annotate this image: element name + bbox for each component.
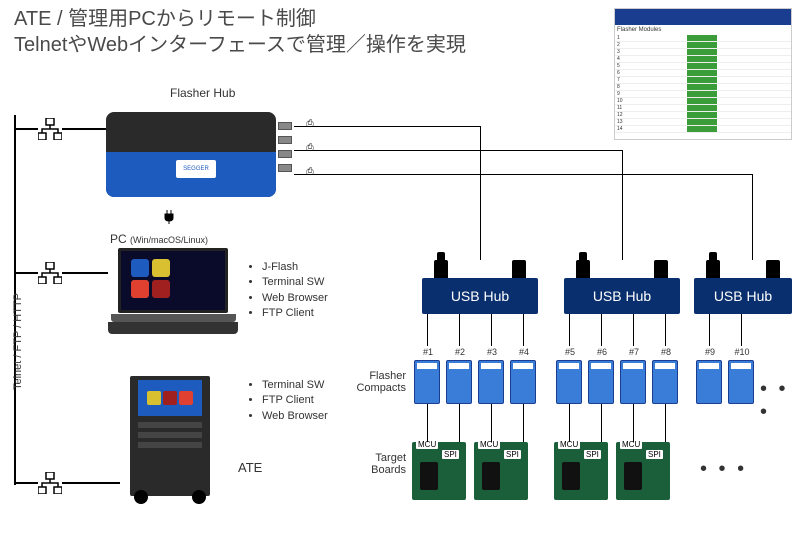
protocol-label: Telnet / FTP / HTTP — [12, 293, 24, 390]
usb-icon: ⎙ — [302, 166, 318, 177]
list-item: J-Flash — [262, 260, 328, 275]
ate-device — [120, 376, 220, 511]
pc-device — [108, 248, 238, 333]
target-board: MCUSPI — [412, 442, 466, 500]
connector-line — [523, 404, 524, 442]
target-board: MCUSPI — [616, 442, 670, 500]
list-item: Terminal SW — [262, 275, 328, 290]
list-item: Terminal SW — [262, 378, 328, 393]
flasher-number: #6 — [589, 347, 615, 357]
app-icon — [152, 280, 170, 298]
usb-cable — [480, 126, 481, 260]
network-icon — [38, 118, 62, 140]
usb-hub: USB Hub — [422, 278, 538, 314]
connector-line — [601, 314, 602, 346]
connector-line — [633, 404, 634, 442]
connector-line — [741, 314, 742, 346]
web-interface-preview: Flasher Modules 1234567891011121314 — [614, 8, 792, 140]
target-board: MCUSPI — [554, 442, 608, 500]
flasher-hub-device: SEGGER — [106, 102, 286, 212]
ellipsis: • • • — [700, 458, 747, 481]
app-icon — [152, 259, 170, 277]
connector-line — [569, 314, 570, 346]
list-item: Web Browser — [262, 291, 328, 306]
connector-line — [62, 482, 120, 484]
target-boards-label: Target Boards — [348, 452, 406, 476]
target-board: MCUSPI — [474, 442, 528, 500]
connector-line — [427, 314, 428, 346]
web-preview-header — [615, 9, 791, 25]
connector-line — [14, 272, 38, 274]
connector-line — [459, 314, 460, 346]
flasher-number: #9 — [697, 347, 723, 357]
usb-hub: USB Hub — [564, 278, 680, 314]
usb-hub: USB Hub — [694, 278, 792, 314]
network-icon — [38, 472, 62, 494]
usb-icon: ⎙ — [302, 118, 318, 129]
flasher-compact-unit: #2 — [446, 360, 472, 404]
connector-line — [459, 404, 460, 442]
connector-line — [62, 128, 106, 130]
usb-icon: ⎙ — [302, 142, 318, 153]
connector-line — [427, 404, 428, 442]
connector-line — [709, 314, 710, 346]
flasher-number: #4 — [511, 347, 537, 357]
flasher-compact-unit: #4 — [510, 360, 536, 404]
flasher-compact-unit: #5 — [556, 360, 582, 404]
connector-line — [491, 404, 492, 442]
usb-cable — [294, 174, 752, 175]
flasher-number: #2 — [447, 347, 473, 357]
flasher-number: #10 — [729, 347, 755, 357]
flasher-number: #7 — [621, 347, 647, 357]
title-line1: ATE / 管理用PCからリモート制御 — [14, 6, 466, 32]
flasher-number: #3 — [479, 347, 505, 357]
power-plug-icon — [162, 210, 176, 224]
usb-cable — [752, 174, 753, 260]
connector-line — [601, 404, 602, 442]
flasher-compacts-label: Flasher Compacts — [348, 370, 406, 394]
connector-line — [633, 314, 634, 346]
connector-line — [569, 404, 570, 442]
list-item: Web Browser — [262, 409, 328, 424]
app-icon — [131, 259, 149, 277]
flasher-compact-unit: #8 — [652, 360, 678, 404]
connector-line — [665, 404, 666, 442]
flasher-number: #1 — [415, 347, 441, 357]
page-title: ATE / 管理用PCからリモート制御 TelnetやWebインターフェースで管… — [14, 6, 466, 58]
flasher-number: #5 — [557, 347, 583, 357]
flasher-hub-badge: SEGGER — [176, 160, 216, 178]
connector-line — [62, 272, 108, 274]
connector-line — [491, 314, 492, 346]
connector-line — [523, 314, 524, 346]
flasher-compact-unit: #7 — [620, 360, 646, 404]
pc-software-list: J-FlashTerminal SWWeb BrowserFTP Client — [248, 260, 328, 322]
flasher-compact-unit: #10 — [728, 360, 754, 404]
usb-cable — [294, 126, 480, 127]
app-icon — [131, 280, 149, 298]
pc-label: PC (Win/macOS/Linux) — [110, 232, 208, 246]
usb-cable — [294, 150, 622, 151]
web-preview-title: Flasher Modules — [615, 25, 791, 35]
flasher-number: #8 — [653, 347, 679, 357]
list-item: FTP Client — [262, 393, 328, 408]
connector-line — [14, 482, 38, 484]
flasher-compact-unit: #3 — [478, 360, 504, 404]
connector-line — [14, 128, 38, 130]
usb-cable — [622, 150, 623, 260]
title-line2: TelnetやWebインターフェースで管理／操作を実現 — [14, 32, 466, 58]
ate-software-list: Terminal SWFTP ClientWeb Browser — [248, 378, 328, 424]
list-item: FTP Client — [262, 306, 328, 321]
network-icon — [38, 262, 62, 284]
ellipsis: • • • — [760, 378, 800, 424]
flasher-compact-unit: #9 — [696, 360, 722, 404]
connector-line — [665, 314, 666, 346]
ate-label: ATE — [238, 460, 262, 475]
flasher-hub-label: Flasher Hub — [170, 86, 235, 100]
flasher-compact-unit: #1 — [414, 360, 440, 404]
flasher-compact-unit: #6 — [588, 360, 614, 404]
